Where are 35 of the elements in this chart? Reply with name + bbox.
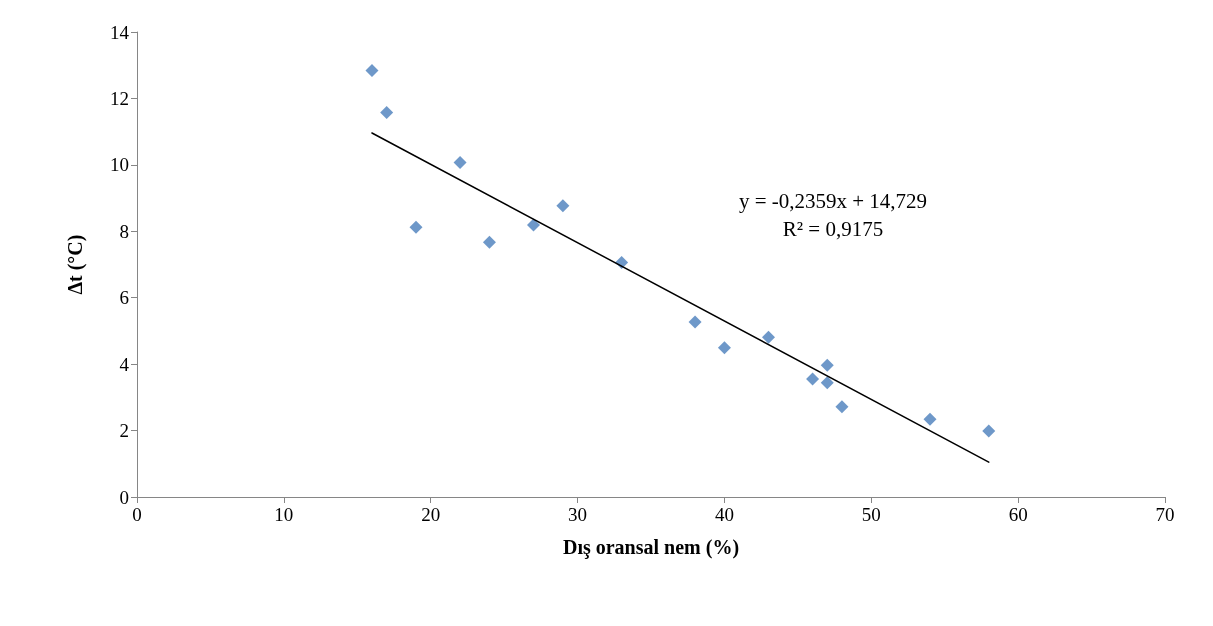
x-tick-label: 40 — [714, 504, 734, 525]
point — [527, 218, 541, 232]
y-tick-label: 14 — [110, 21, 130, 43]
point — [380, 105, 394, 119]
point — [482, 235, 496, 249]
x-tick-label: 30 — [568, 504, 588, 525]
y-tick-label: 8 — [119, 220, 129, 242]
x-tick-label: 10 — [274, 504, 294, 525]
point — [409, 220, 423, 234]
y-tick-label: 6 — [119, 287, 129, 309]
x-axis-title: Dış oransal nem (%) — [562, 536, 740, 559]
point — [365, 64, 379, 78]
y-tick-label: 12 — [110, 87, 129, 109]
point — [923, 412, 937, 426]
y-tick-label: 0 — [119, 486, 129, 508]
y-tick-label: 2 — [119, 420, 129, 442]
y-tick-label: 10 — [110, 154, 129, 176]
x-tick-label: 70 — [1155, 504, 1175, 525]
point — [820, 376, 834, 390]
point — [688, 315, 702, 329]
x-tick-label: 50 — [861, 504, 881, 525]
point — [761, 330, 775, 344]
x-tick-label: 20 — [421, 504, 441, 525]
y-axis-title: Δt (°C) — [64, 234, 87, 295]
y-tick-label: 4 — [119, 353, 130, 375]
point — [453, 156, 467, 170]
point — [820, 358, 834, 372]
annotation: R² = 0,9175 — [782, 216, 884, 241]
point — [806, 372, 820, 386]
x-tick-label: 60 — [1008, 504, 1028, 525]
point — [717, 341, 731, 355]
point — [835, 400, 849, 414]
point — [982, 424, 996, 438]
point — [556, 199, 570, 213]
annotation: y = -0,2359x + 14,729 — [738, 188, 928, 213]
